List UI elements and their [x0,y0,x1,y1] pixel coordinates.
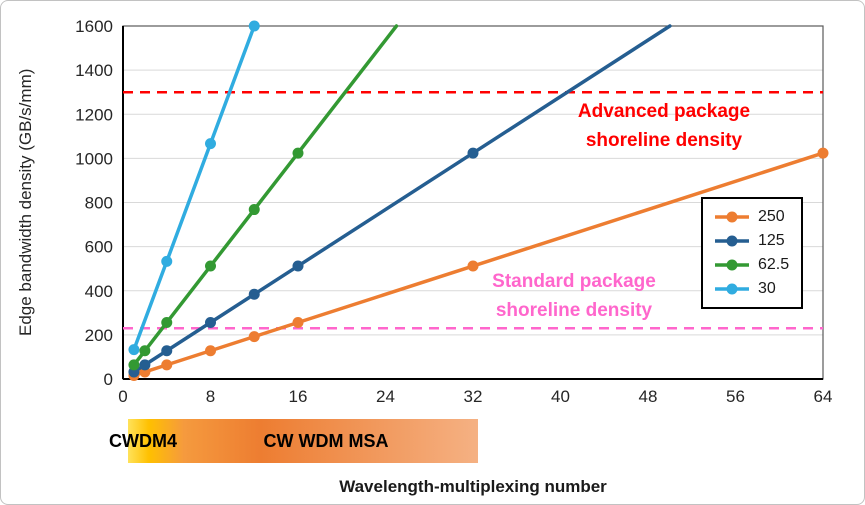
x-tick-label: 8 [206,387,215,406]
legend-marker-icon [715,211,749,223]
x-axis-title: Wavelength-multiplexing number [339,477,607,496]
y-axis-title: Edge bandwidth density (GB/s/mm) [16,68,35,337]
series-marker-250 [292,317,304,329]
legend-item-250: 250 [713,208,789,226]
x-tick-label: 24 [376,387,395,406]
legend-marker-icon [715,283,749,295]
standard-shoreline-annotation: Standard package shoreline density [492,271,656,322]
y-tick-label: 0 [104,370,113,389]
series-marker-125 [248,288,260,300]
advanced-shoreline-annotation: Advanced package shoreline density [577,101,751,152]
series-marker-250 [248,331,260,343]
legend-label: 250 [758,208,785,225]
x-tick-label: 16 [289,387,308,406]
series-marker-62.5 [248,204,260,216]
legend-marker-icon [715,259,749,271]
series-marker-30 [205,138,216,150]
series-marker-250 [817,147,829,159]
cwdm4-label: CWDM4 [109,430,177,451]
series-marker-125 [139,359,151,371]
series-marker-62.5 [128,359,140,371]
series-marker-125 [292,260,304,272]
series-marker-250 [205,345,216,357]
legend-label: 30 [758,280,776,297]
series-marker-250 [161,359,173,371]
x-tick-label: 48 [639,387,658,406]
legend-label: 125 [758,232,785,249]
series-marker-30 [161,255,173,267]
legend-label: 62.5 [758,256,790,273]
x-tick-label: 32 [464,387,483,406]
y-tick-label: 1600 [75,17,113,36]
series-marker-125 [467,147,479,159]
series-marker-125 [205,317,216,329]
y-tick-label: 600 [85,238,113,257]
y-tick-label: 1000 [75,149,113,168]
series-marker-62.5 [292,147,304,159]
chart-legend: 250 125 62.5 30 [701,197,804,309]
series-marker-62.5 [161,317,173,329]
series-marker-62.5 [139,345,151,357]
y-tick-label: 400 [85,282,113,301]
x-tick-label: 64 [814,387,833,406]
series-marker-30 [248,20,260,32]
cw-wdm-msa-label: CW WDM MSA [263,430,389,451]
y-tick-label: 1400 [75,61,113,80]
series-marker-250 [467,260,479,272]
y-tick-label: 200 [85,326,113,345]
wavelength-range-bar [128,419,479,463]
legend-item-125: 125 [713,232,789,250]
series-marker-62.5 [205,260,216,272]
x-tick-label: 40 [551,387,570,406]
series-marker-30 [128,344,140,356]
legend-item-62.5: 62.5 [713,256,789,274]
x-tick-label: 56 [726,387,745,406]
x-tick-label: 0 [118,387,127,406]
series-line-30 [132,24,256,352]
series-line-62.5 [132,24,399,367]
series-marker-125 [161,345,173,357]
legend-marker-icon [715,235,749,247]
y-tick-label: 800 [85,194,113,213]
y-tick-label: 1200 [75,105,113,124]
legend-item-30: 30 [713,280,789,298]
